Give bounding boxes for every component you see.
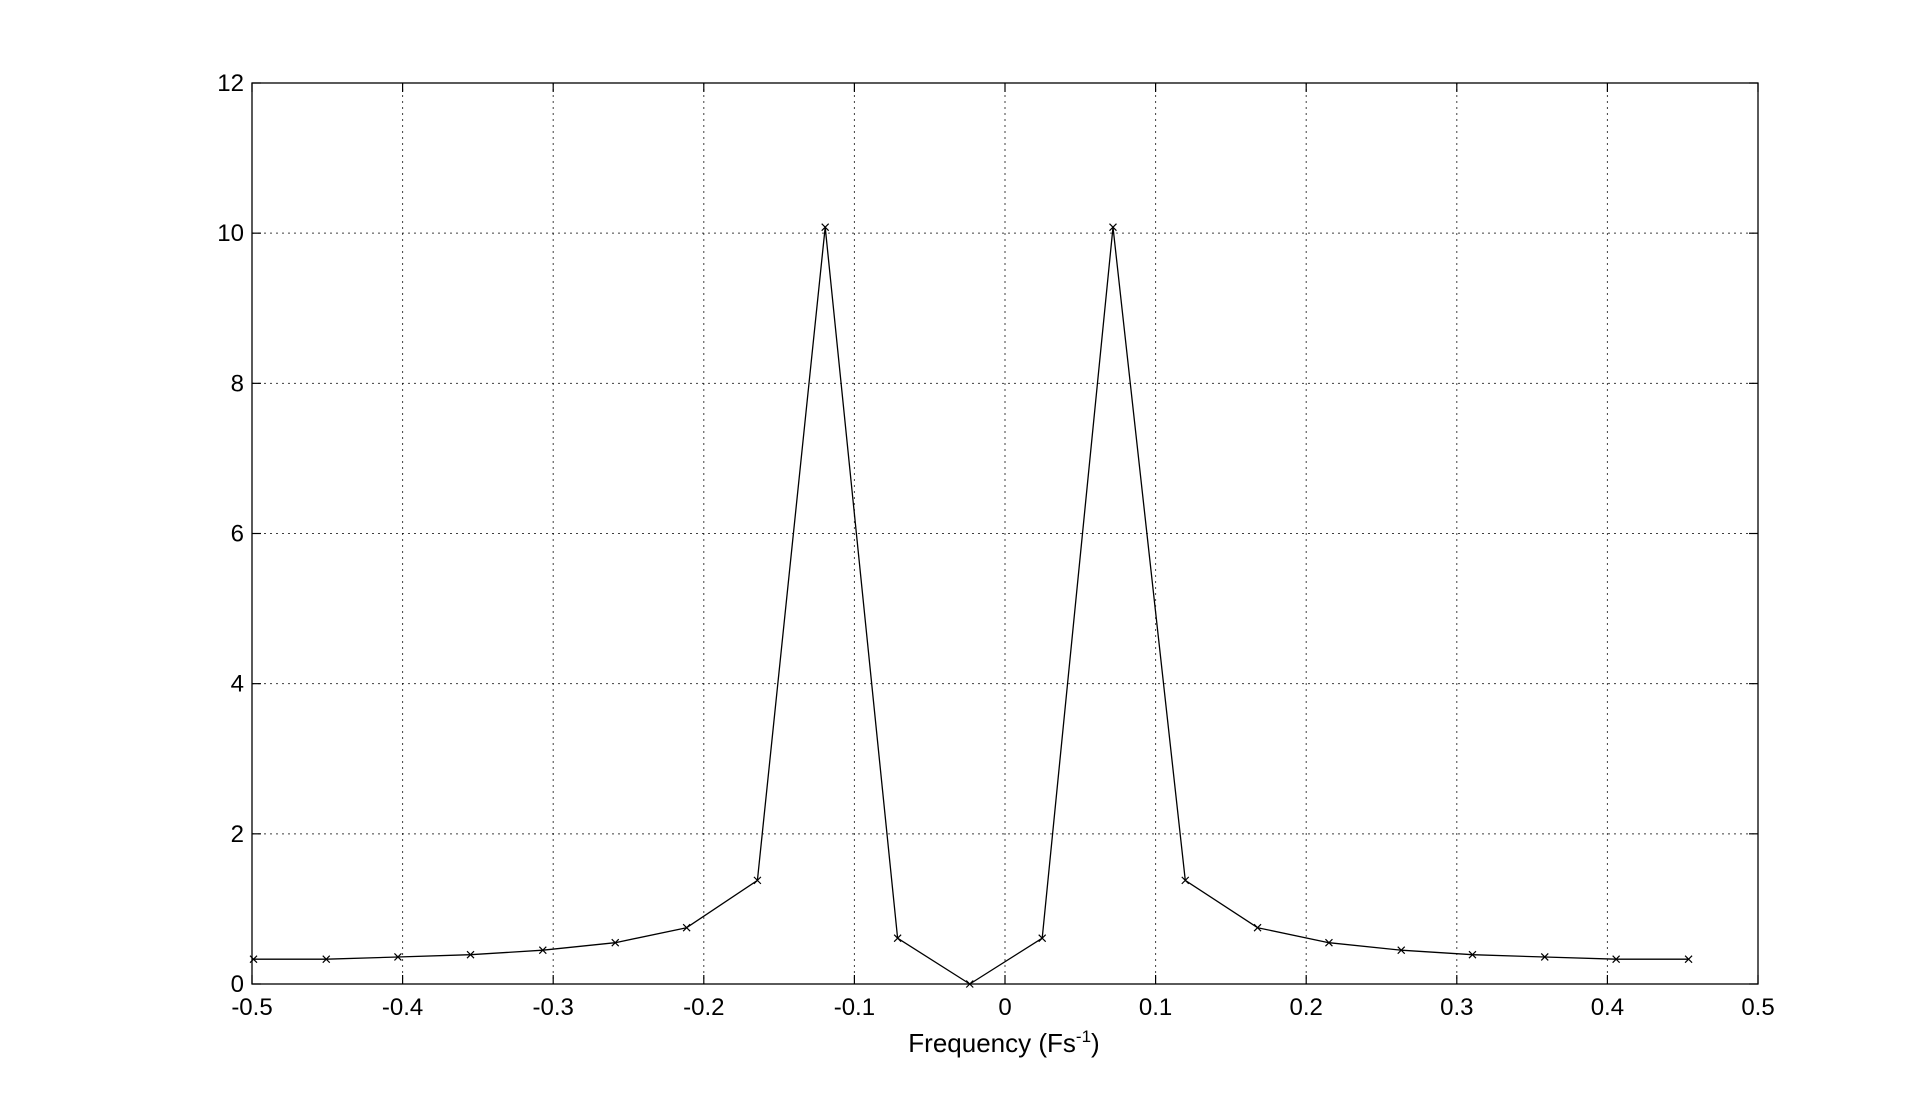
- grid-lines: [252, 83, 1758, 984]
- data-point-marker: [1109, 223, 1117, 232]
- data-point-marker: [1684, 955, 1693, 964]
- data-point-marker: [466, 950, 475, 959]
- data-point-marker: [821, 223, 830, 232]
- y-tick-label: 6: [231, 521, 244, 548]
- data-point-marker: [682, 923, 691, 932]
- data-point-marker: [1038, 934, 1047, 943]
- data-point-marker: [1540, 953, 1549, 961]
- x-axis-title: Frequency (Fs-1): [908, 1027, 1099, 1058]
- x-tick-label: -0.3: [533, 994, 574, 1021]
- y-tick-label: 0: [231, 971, 244, 998]
- x-tick-labels: -0.5 -0.4 -0.3 -0.2 -0.1 0 0.1 0.2 0.3 0.4 0.5: [231, 994, 1774, 1021]
- x-axis-title-superscript: -1: [1076, 1027, 1091, 1046]
- data-point-marker: [753, 876, 762, 885]
- data-point-marker: [1181, 876, 1190, 885]
- data-point-marker: [249, 955, 258, 964]
- y-tick-label: 8: [231, 370, 244, 397]
- data-point-marker: [965, 980, 974, 988]
- x-tick-label: 0: [998, 994, 1011, 1021]
- data-point-marker: [538, 946, 547, 955]
- data-point-marker: [1468, 950, 1477, 959]
- data-point-marker: [611, 938, 620, 947]
- x-tick-label: -0.4: [382, 994, 423, 1021]
- data-point-marker: [893, 934, 902, 943]
- data-point-marker: [394, 953, 402, 961]
- x-tick-label: 0.2: [1290, 994, 1323, 1021]
- x-tick-label: 0.5: [1741, 994, 1774, 1021]
- y-tick-labels: 0 2 4 6 8 10 12: [217, 70, 244, 998]
- x-tick-label: 0.3: [1440, 994, 1473, 1021]
- x-tick-label: -0.1: [834, 994, 875, 1021]
- x-tick-label: 0.1: [1139, 994, 1172, 1021]
- x-axis-title-close: ): [1091, 1028, 1100, 1058]
- y-tick-label: 2: [231, 821, 244, 848]
- x-tick-label: -0.2: [683, 994, 724, 1021]
- y-tick-label: 4: [231, 671, 244, 698]
- data-point-marker: [1253, 923, 1262, 932]
- y-tick-label: 12: [217, 70, 244, 97]
- series-layer: [249, 223, 1693, 988]
- x-tick-label: 0.4: [1591, 994, 1624, 1021]
- data-point-marker: [1325, 938, 1333, 947]
- data-point-marker: [1612, 955, 1621, 964]
- y-tick-label: 10: [217, 220, 244, 247]
- x-tick-label: -0.5: [231, 994, 272, 1021]
- x-axis-title-main: Frequency (Fs: [908, 1028, 1076, 1058]
- data-point-marker: [1397, 946, 1406, 955]
- plot-frame: [251, 82, 1759, 985]
- data-point-marker: [322, 955, 331, 964]
